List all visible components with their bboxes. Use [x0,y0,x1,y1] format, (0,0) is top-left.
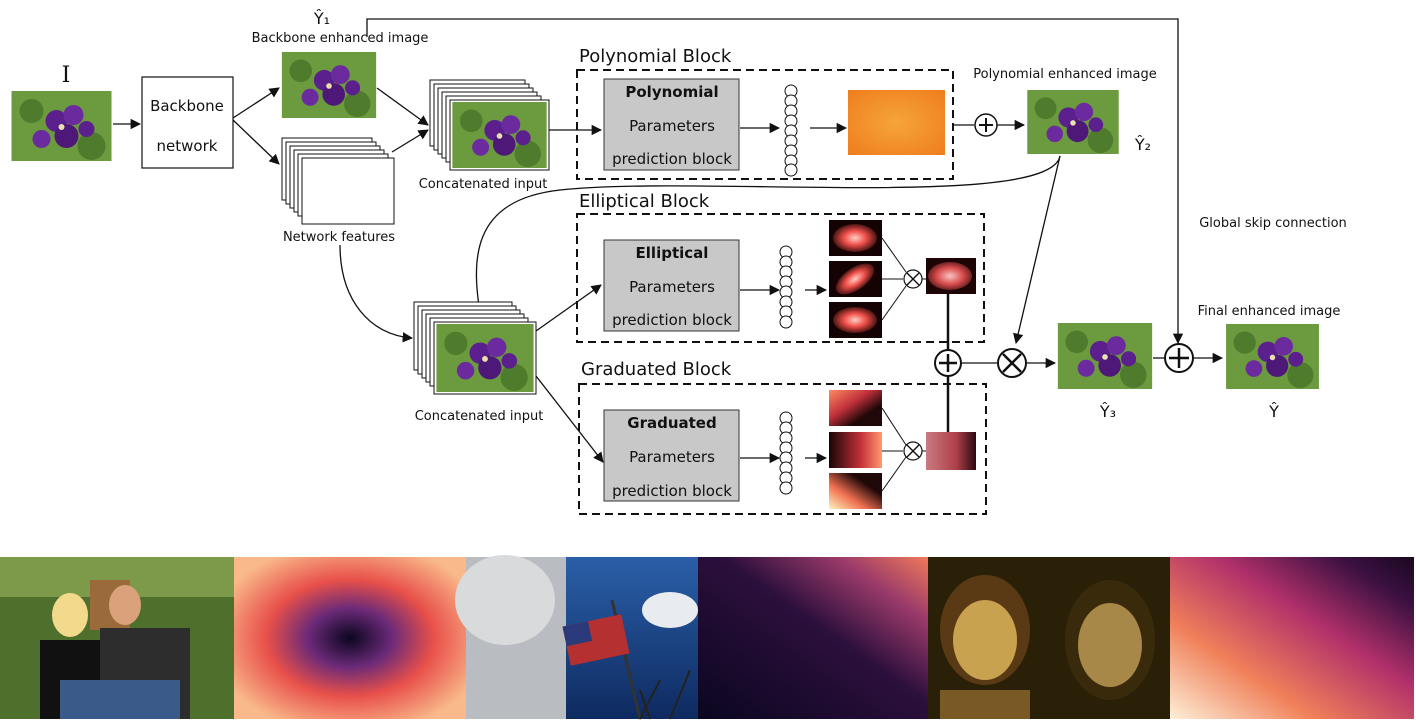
elliptical-block-frame [576,213,985,343]
polynomial-enhanced-label: Polynomial enhanced image [973,67,1157,82]
y-final-symbol: Ŷ [1268,402,1279,421]
final-add-operator [1164,343,1194,373]
polynomial-param-line2: Parameters [629,117,715,135]
backbone-label-1: Backbone [150,97,224,115]
polynomial-param-line1: Polynomial [625,83,718,101]
y3-image [1057,323,1153,389]
graduated-param-line3: prediction block [612,482,732,500]
backbone-enhanced-image [281,52,377,118]
graduated-block-frame [578,383,987,515]
network-features-label: Network features [283,230,395,245]
combine-add-operator [934,349,962,377]
global-skip-label: Global skip connection [1199,216,1347,231]
example-photo-portraits [928,557,1170,719]
polynomial-parameter-vector [784,84,798,177]
polynomial-add-operator [974,113,998,137]
concatenated-input-label-1: Concatenated input [419,177,548,192]
final-enhanced-image [1226,324,1319,389]
graduated-block-title: Graduated Block [581,359,732,380]
example-elliptical-map [234,557,466,719]
elliptical-param-line1: Elliptical [636,244,709,262]
final-enhanced-label: Final enhanced image [1198,304,1341,319]
elliptical-param-line3: prediction block [612,311,732,329]
graduated-multiply-operator [903,441,923,461]
elliptical-output-map [926,258,976,294]
elliptical-block-title: Elliptical Block [579,191,710,212]
polynomial-map [848,90,945,155]
graduated-maps [829,390,882,509]
backbone-label-2: network [157,137,218,155]
concatenated-input-stack-1 [429,79,550,171]
example-graduated-map-1 [698,557,928,719]
input-image [11,91,112,161]
concatenated-input-label-2: Concatenated input [415,409,544,424]
graduated-param-line1: Graduated [627,414,716,432]
polynomial-param-line3: prediction block [612,150,732,168]
combine-multiply-operator [997,348,1027,378]
polynomial-param-box [603,78,740,171]
y2-symbol: Ŷ₂ [1134,135,1151,154]
example-photo-couple [0,557,234,719]
graduated-output-map [926,432,976,470]
concatenated-input-stack-2 [413,301,537,395]
elliptical-param-box [603,239,740,332]
example-graduated-map-2 [1170,557,1414,719]
polynomial-enhanced-image [1027,90,1119,154]
elliptical-maps [829,220,882,338]
backbone-network-box [141,76,234,169]
elliptical-multiply-operator [903,269,923,289]
elliptical-param-line2: Parameters [629,278,715,296]
polynomial-block-title: Polynomial Block [579,46,732,67]
y3-symbol: Ŷ₃ [1099,402,1116,421]
graduated-param-box [603,409,740,502]
input-symbol: I [62,63,71,88]
y1-symbol: Ŷ₁ [313,9,330,28]
example-photo-flag [455,555,698,720]
elliptical-parameter-vector [779,245,793,329]
backbone-enhanced-label: Backbone enhanced image [252,31,429,46]
graduated-param-line2: Parameters [629,448,715,466]
network-features-stack [281,137,395,225]
example-strip [0,555,1414,720]
graduated-parameter-vector [779,411,793,495]
